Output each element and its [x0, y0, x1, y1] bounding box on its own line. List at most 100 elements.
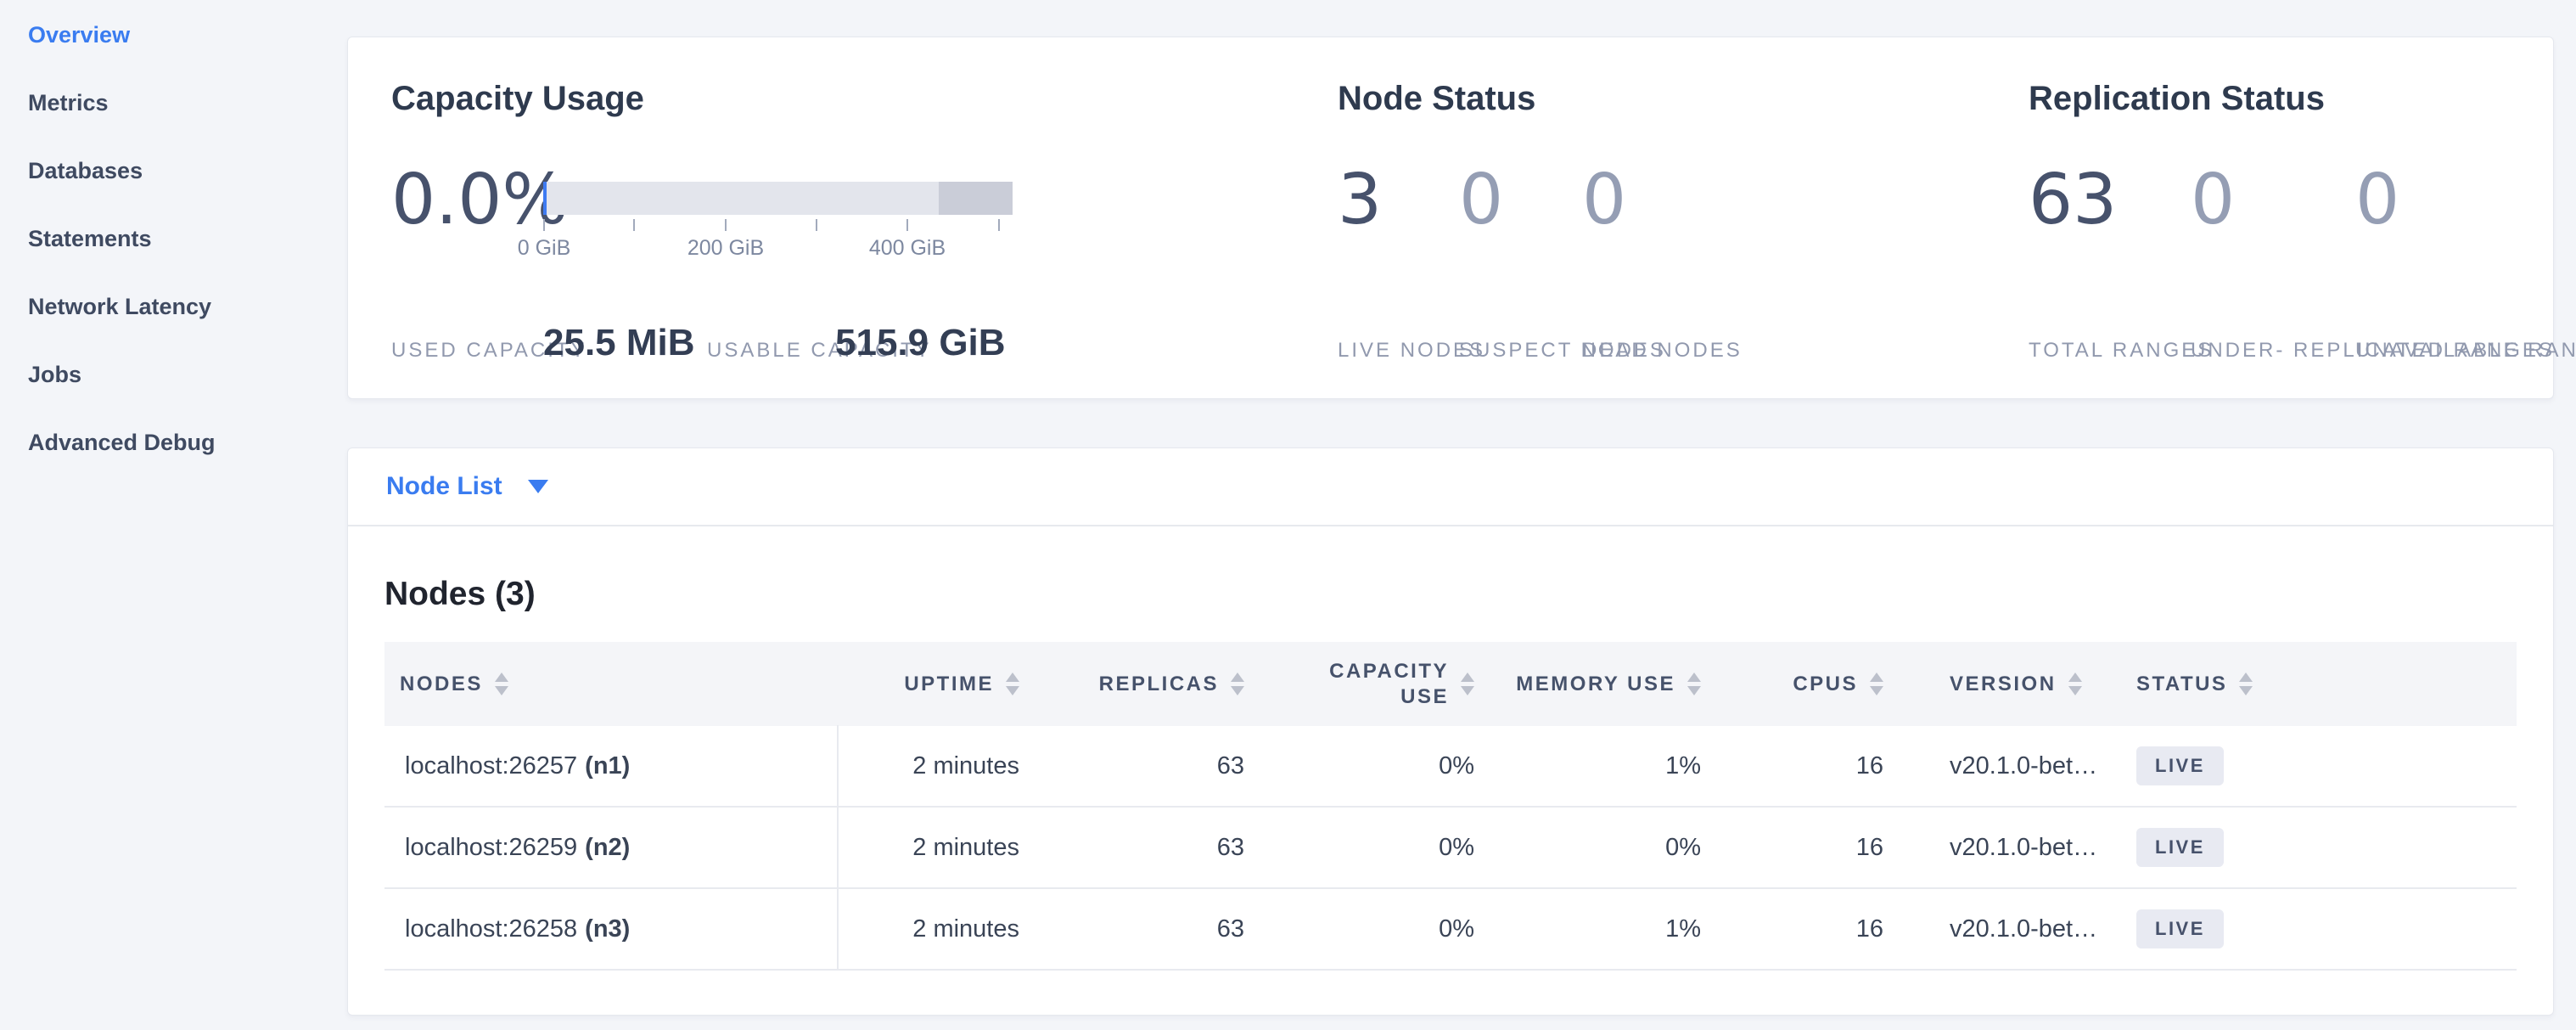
column-header-label: CPUS: [1793, 672, 1858, 695]
live-nodes-count: 3: [1338, 160, 1383, 240]
capacity-use-cell: 0%: [1439, 751, 1474, 780]
label-line: RANGES: [2528, 339, 2576, 362]
suspect-nodes-label: SUSPECT NODES: [1459, 336, 1666, 364]
capacity-bar-reserved-segment: [939, 182, 1013, 215]
capacity-bar-track: [543, 182, 1013, 215]
sort-icon[interactable]: [494, 673, 508, 695]
label-line: LIVE: [1338, 339, 1393, 362]
label-line: SUSPECT: [1459, 339, 1573, 362]
column-header-label: MEMORY USE: [1516, 672, 1675, 695]
column-header-label: STATUS: [2136, 672, 2228, 695]
column-header-uptime[interactable]: UPTIME: [839, 673, 1048, 696]
node-row-n2[interactable]: localhost:26259 (n2) 2 minutes 63 0% 0% …: [384, 807, 2517, 889]
sort-icon[interactable]: [1870, 673, 1883, 695]
node-row-n1[interactable]: localhost:26257 (n1) 2 minutes 63 0% 1% …: [384, 725, 2517, 808]
cpus-cell: 16: [1855, 915, 1883, 943]
sort-icon[interactable]: [1687, 673, 1701, 695]
sort-icon[interactable]: [1006, 673, 1019, 695]
dead-nodes-count: 0: [1582, 160, 1627, 240]
status-cell: LIVE: [2127, 909, 2517, 948]
axis-tick: [543, 219, 545, 231]
under-replicated-ranges-label: UNDER- REPLICATED RANGES: [2191, 336, 2555, 364]
node-address-cell[interactable]: localhost:26257 (n1): [384, 725, 839, 807]
axis-tick: [998, 219, 1000, 231]
column-header-version[interactable]: VERSION: [1913, 673, 2127, 696]
sidebar-item-metrics[interactable]: Metrics: [28, 90, 109, 115]
used-capacity-label-line2: CAPACITY: [466, 339, 587, 362]
sort-icon[interactable]: [2068, 673, 2082, 695]
node-id: (n2): [585, 833, 631, 861]
cpus-cell: 16: [1855, 751, 1883, 780]
version-cell: v20.1.0-bet…: [1950, 915, 2098, 943]
nodes-section-title: Nodes (3): [384, 576, 536, 612]
sidebar-item-databases[interactable]: Databases: [28, 158, 143, 183]
sidebar-item-jobs[interactable]: Jobs: [28, 362, 82, 387]
sidebar: Overview Metrics Databases Statements Ne…: [28, 21, 216, 456]
label-line: REPLICATED: [2293, 339, 2445, 362]
column-header-label: REPLICAS: [1098, 672, 1219, 695]
node-address-cell[interactable]: localhost:26258 (n3): [384, 888, 839, 970]
chevron-down-icon[interactable]: [527, 480, 548, 493]
capacity-used-percent: 0.0%: [391, 160, 569, 240]
version-cell: v20.1.0-bet…: [1950, 751, 2098, 780]
node-list-dropdown[interactable]: Node List: [348, 448, 2553, 526]
column-header-label: VERSION: [1950, 672, 2057, 695]
under-replicated-ranges-count: 0: [2191, 160, 2236, 240]
node-address-cell[interactable]: localhost:26259 (n2): [384, 807, 839, 888]
label-line: RANGES: [2453, 339, 2555, 362]
usable-capacity-label-line1: USABLE: [707, 339, 803, 362]
label-line: NODES: [1657, 339, 1743, 362]
sidebar-item-network-latency[interactable]: Network Latency: [28, 294, 212, 319]
sort-icon[interactable]: [1231, 673, 1244, 695]
nodes-panel: Node List Nodes (3) NODES UPTIME REPLICA…: [347, 447, 2554, 1016]
node-address[interactable]: localhost:26257: [405, 751, 578, 780]
memory-use-cell: 0%: [1665, 833, 1701, 861]
used-capacity-value: 25.5 MiB: [543, 322, 695, 363]
axis-tick-label: 400 GiB: [868, 236, 946, 260]
column-header-nodes[interactable]: NODES: [384, 673, 839, 696]
nodes-table: NODES UPTIME REPLICAS CAPACITY USE MEMORY…: [384, 642, 2517, 971]
label-line: TOTAL: [2029, 339, 2105, 362]
uptime-cell: 2 minutes: [912, 833, 1019, 861]
node-address[interactable]: localhost:26259: [405, 833, 578, 861]
replication-status-title: Replication Status: [2029, 80, 2325, 117]
axis-tick-label: 0 GiB: [517, 236, 571, 260]
status-cell: LIVE: [2127, 828, 2517, 867]
column-header-replicas[interactable]: REPLICAS: [1048, 673, 1275, 696]
capacity-bar-used-segment: [543, 182, 547, 215]
replicas-cell: 63: [1216, 751, 1244, 780]
label-line: DEAD: [1582, 339, 1649, 362]
total-ranges-count: 63: [2029, 160, 2118, 240]
sidebar-item-advanced-debug[interactable]: Advanced Debug: [28, 430, 216, 455]
column-header-status[interactable]: STATUS: [2127, 673, 2517, 696]
cpus-cell: 16: [1855, 833, 1883, 861]
status-badge: LIVE: [2136, 828, 2224, 867]
axis-tick: [633, 219, 635, 231]
axis-tick: [816, 219, 817, 231]
sidebar-item-statements[interactable]: Statements: [28, 226, 152, 251]
node-list-dropdown-label[interactable]: Node List: [386, 472, 502, 500]
capacity-use-cell: 0%: [1439, 833, 1474, 861]
capacity-usage-title: Capacity Usage: [391, 80, 644, 117]
column-header-label: NODES: [400, 672, 483, 695]
live-nodes-label: LIVE NODES: [1338, 336, 1485, 364]
column-header-cpus[interactable]: CPUS: [1729, 673, 1913, 696]
status-cell: LIVE: [2127, 746, 2517, 785]
capacity-bar-chart: 0 GiB 200 GiB 400 GiB: [518, 182, 1013, 284]
column-header-memory-use[interactable]: MEMORY USE: [1505, 673, 1729, 696]
used-capacity-label-line1: USED: [391, 339, 458, 362]
uptime-cell: 2 minutes: [912, 915, 1019, 943]
sidebar-item-overview[interactable]: Overview: [28, 22, 131, 48]
label-line: NODES: [1400, 339, 1486, 362]
column-header-capacity-use[interactable]: CAPACITY USE: [1275, 659, 1505, 710]
sort-icon[interactable]: [2239, 673, 2253, 695]
node-address[interactable]: localhost:26258: [405, 915, 578, 943]
sort-icon[interactable]: [1461, 673, 1474, 695]
version-cell: v20.1.0-bet…: [1950, 833, 2098, 861]
label-line: NODES: [1580, 339, 1666, 362]
node-row-n3[interactable]: localhost:26258 (n3) 2 minutes 63 0% 1% …: [384, 888, 2517, 971]
memory-use-cell: 1%: [1665, 751, 1701, 780]
usable-capacity-value: 515.9 GiB: [835, 322, 1006, 363]
axis-tick: [725, 219, 727, 231]
nodes-table-header: NODES UPTIME REPLICAS CAPACITY USE MEMORY…: [384, 642, 2517, 726]
